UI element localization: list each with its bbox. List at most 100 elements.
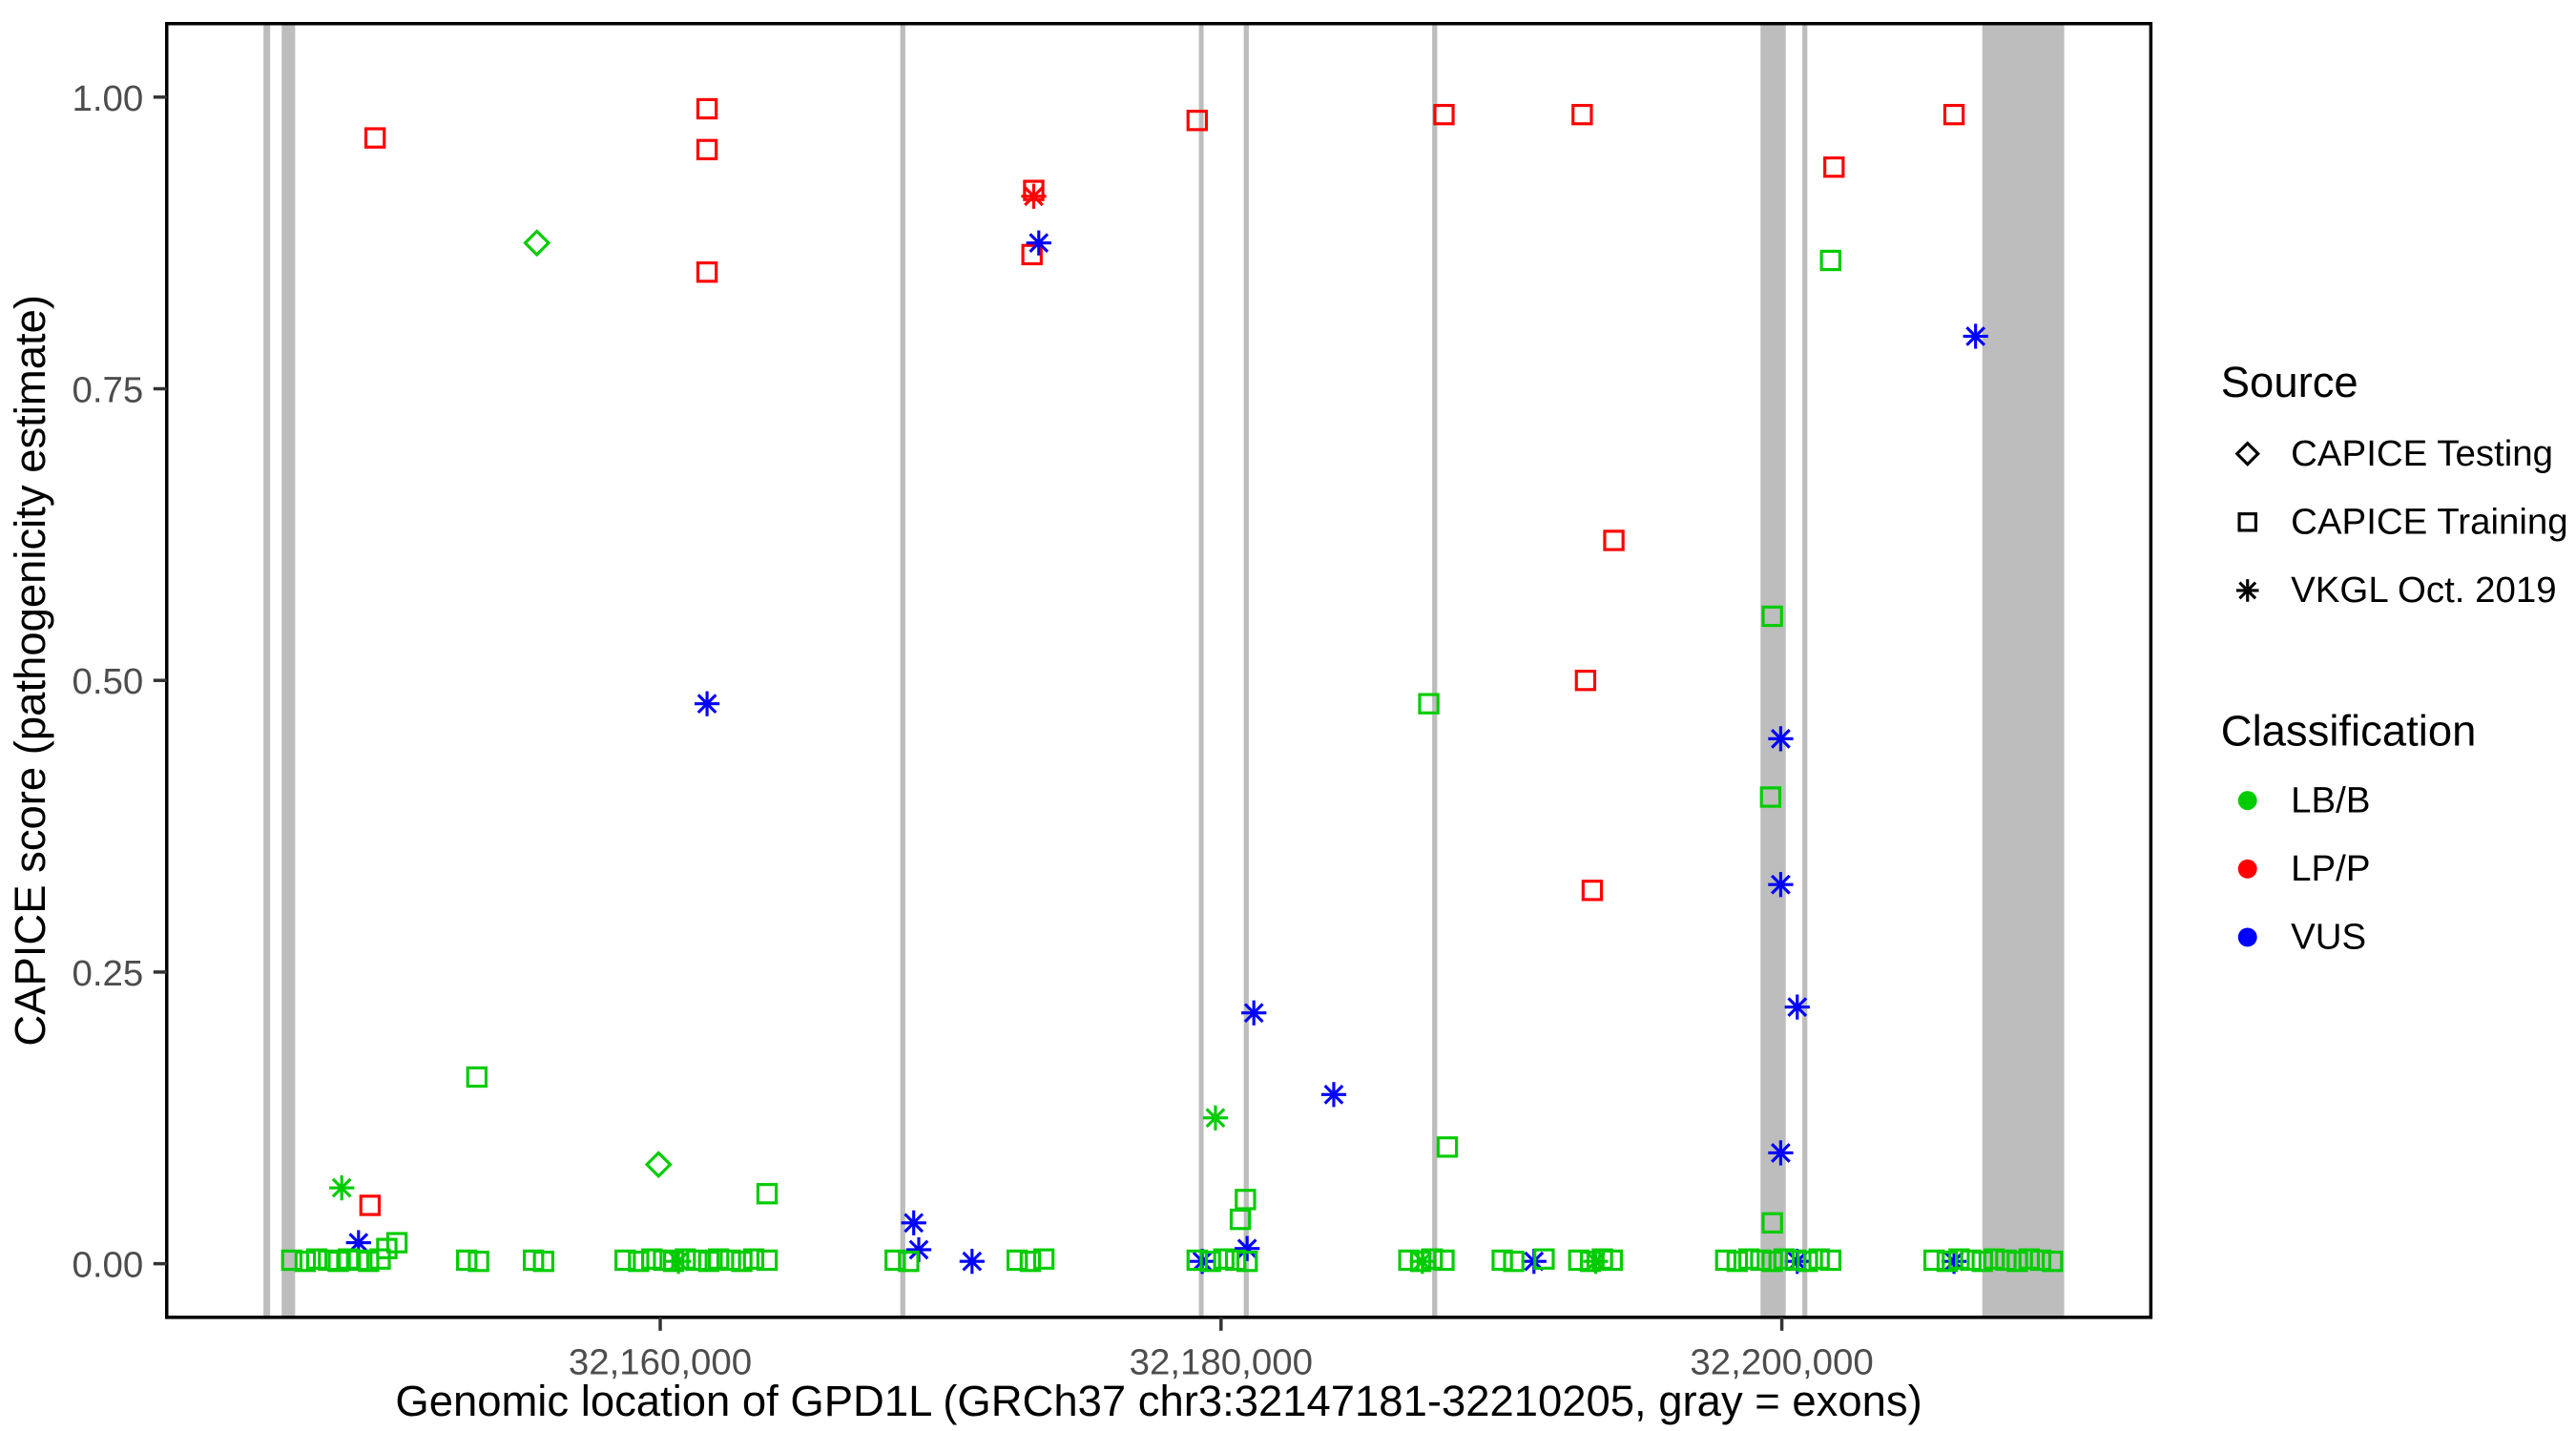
y-axis-title: CAPICE score (pathogenicity estimate) (6, 295, 54, 1047)
marker-square (1581, 880, 1604, 902)
marker-square (1574, 670, 1597, 692)
marker-square (2018, 1248, 2041, 1270)
marker-square (1971, 1250, 1993, 1273)
marker-square (1229, 1208, 1252, 1231)
marker-asterisk (1521, 1249, 1547, 1275)
marker-square (696, 97, 718, 120)
exon-band (1198, 23, 1204, 1317)
x-tick-label: 32,180,000 (1130, 1341, 1313, 1382)
legend-classification-item-label: LB/B (2291, 779, 2370, 820)
y-tick-label: 0.25 (72, 953, 143, 994)
marker-square (2006, 1250, 2028, 1273)
marker-square (696, 138, 718, 161)
marker-square (2029, 1249, 2052, 1272)
marker-square (1948, 1248, 1970, 1270)
data-points (280, 97, 2064, 1275)
marker-asterisk (1963, 323, 1988, 349)
marker-square (898, 1250, 920, 1273)
marker-square (1759, 786, 1782, 808)
marker-square (1823, 156, 1845, 178)
x-tick-label: 32,200,000 (1690, 1341, 1873, 1382)
marker-square (1808, 1248, 1830, 1270)
marker-square (1601, 1249, 1623, 1272)
marker-square (662, 1250, 685, 1273)
marker-asterisk (1241, 1000, 1267, 1026)
legend-classification-item-label: LP/P (2291, 848, 2370, 889)
marker-square (1568, 1249, 1590, 1272)
exon-band (1243, 23, 1249, 1317)
marker-square (1224, 1249, 1247, 1272)
exon-band (281, 23, 296, 1317)
marker-square (1761, 605, 1783, 628)
exon-band (263, 23, 271, 1317)
marker-diamond (523, 229, 551, 258)
marker-square (1503, 1250, 1525, 1273)
marker-square (369, 1248, 391, 1270)
marker-square (1433, 103, 1455, 126)
marker-square (305, 1248, 328, 1270)
marker-square (1199, 1250, 1221, 1273)
marker-square (359, 1194, 382, 1216)
marker-square (1436, 1136, 1459, 1158)
y-tick-label: 0.50 (72, 661, 143, 702)
marker-square (1021, 243, 1043, 266)
marker-square (1571, 103, 1593, 126)
marker-asterisk (1768, 872, 1794, 898)
marker-square (1726, 1250, 1749, 1273)
legend: Source CAPICE Testing CAPICE Training VKGL … (2221, 358, 2568, 957)
marker-square (674, 1248, 696, 1270)
marker-dot (2237, 927, 2257, 947)
marker-square (1773, 1248, 1796, 1270)
y-tick-label: 0.75 (72, 369, 143, 410)
y-tick-label: 1.00 (72, 78, 143, 119)
marker-diamond (644, 1151, 673, 1179)
marker-square (1213, 1248, 1235, 1270)
marker-square (1032, 1248, 1055, 1270)
marker-square (1433, 1249, 1455, 1272)
marker-square (1491, 1249, 1513, 1272)
marker-square (532, 1250, 554, 1273)
marker-square (756, 1249, 779, 1272)
marker-square (1186, 1249, 1209, 1272)
marker-square (731, 1250, 753, 1273)
marker-square (719, 1249, 741, 1272)
marker-diamond (2234, 441, 2260, 467)
marker-square (742, 1248, 765, 1270)
legend-classification-item-label: VUS (2291, 917, 2366, 958)
marker-square (1738, 1248, 1760, 1270)
marker-square (1797, 1250, 1818, 1273)
marker-asterisk (901, 1210, 926, 1235)
marker-square (696, 261, 718, 283)
marker-square (884, 1249, 906, 1272)
exon-band (900, 23, 905, 1317)
marker-square (1186, 110, 1209, 132)
marker-square (628, 1250, 650, 1273)
y-tick-label: 0.00 (72, 1245, 143, 1286)
marker-asterisk (2235, 579, 2259, 602)
x-axis-title: Genomic location of GPD1L (GRCh37 chr3:3… (395, 1377, 1922, 1425)
marker-square (280, 1249, 303, 1272)
marker-square (641, 1248, 663, 1270)
marker-square (294, 1250, 317, 1273)
exon-band (1802, 23, 1808, 1317)
marker-square (1006, 1249, 1028, 1272)
marker-square (466, 1066, 488, 1089)
marker-square (1421, 1248, 1444, 1270)
marker-square (1923, 1249, 1945, 1272)
marker-square (467, 1250, 489, 1273)
marker-square (1750, 1249, 1772, 1272)
marker-square (1819, 1249, 1841, 1272)
marker-square (1579, 1250, 1602, 1273)
exon-bands (263, 23, 2065, 1317)
marker-asterisk (1202, 1105, 1229, 1130)
marker-square (1603, 529, 1625, 551)
marker-square (1418, 693, 1440, 715)
marker-square (1784, 1249, 1807, 1272)
marker-square (1936, 1250, 1959, 1273)
marker-square (2237, 512, 2257, 532)
marker-square (385, 1232, 408, 1254)
marker-square (1761, 1250, 1783, 1273)
marker-asterisk (329, 1175, 355, 1201)
marker-square (686, 1249, 708, 1272)
